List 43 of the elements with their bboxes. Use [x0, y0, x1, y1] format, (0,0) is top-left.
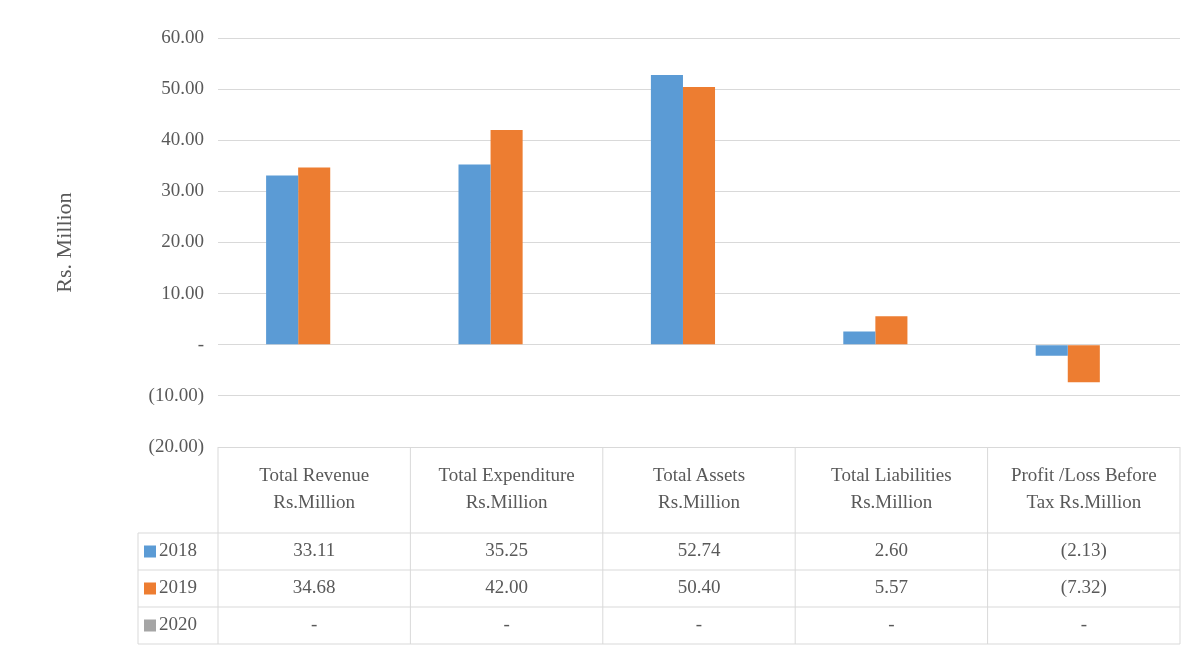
bar: [1067, 345, 1100, 383]
bar: [266, 175, 299, 345]
y-tick-label: 10.00: [161, 281, 204, 303]
data-label: (2.13): [1060, 539, 1107, 562]
text: -: [695, 613, 703, 635]
data-label: 35.25: [485, 539, 528, 561]
y-tick-label: (20.00): [148, 434, 204, 457]
data-label: 42.00: [485, 576, 528, 598]
y-tick-label: -: [197, 332, 204, 354]
bar: [682, 87, 716, 345]
x-tick-label: Total Assets Rs.Million: [652, 464, 746, 513]
data-label: 33.11: [293, 539, 336, 561]
data-label: 5.57: [874, 576, 909, 598]
y-tick-label: 40.00: [161, 128, 204, 150]
text: -: [311, 613, 318, 635]
x-tick-label: Total Liabilities Rs.Million: [831, 464, 952, 513]
y-tick-label: (10.00): [148, 383, 204, 406]
y-tick-label: 50.00: [161, 77, 204, 99]
y-tick-label: 20.00: [161, 230, 204, 252]
legend-label: 2019: [159, 576, 197, 598]
data-label: 2.60: [874, 539, 909, 561]
data-label: 50.40: [677, 576, 721, 598]
text: -: [888, 613, 895, 635]
x-tick-label: Total Revenue Rs.Million: [259, 464, 370, 513]
bar: [298, 167, 331, 345]
legend-label: 2018: [159, 539, 197, 561]
bar: [843, 331, 876, 345]
x-tick-label: Total Expenditure Rs.Million: [438, 464, 575, 513]
data-label: 52.74: [677, 539, 721, 561]
data-label: 34.68: [292, 576, 336, 598]
bar: [490, 130, 523, 345]
x-tick-label: Profit /Loss Before Tax Rs.Million: [1010, 464, 1157, 513]
bar: [1035, 345, 1068, 356]
y-tick-label: 60.00: [161, 25, 204, 47]
y-axis-title: Rs. Million: [50, 192, 76, 293]
text: -: [1080, 613, 1087, 635]
text: -: [503, 613, 510, 635]
bar: [875, 316, 908, 345]
data-label: (7.32): [1060, 576, 1107, 599]
y-tick-label: 30.00: [161, 179, 204, 201]
bar: [650, 75, 683, 345]
legend-label: 2020: [159, 613, 197, 635]
bar: [458, 164, 491, 345]
